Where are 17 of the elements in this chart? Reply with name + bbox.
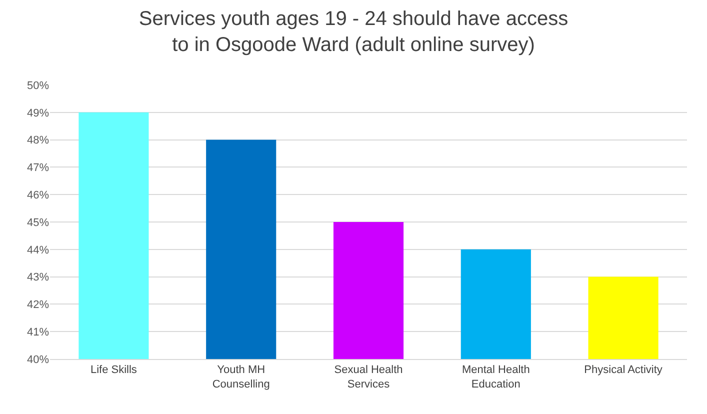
y-tick-label: 43% — [26, 272, 50, 284]
y-tick-label: 50% — [26, 80, 50, 92]
x-tick-label: Life Skills — [90, 364, 138, 376]
y-tick-label: 42% — [26, 299, 50, 312]
y-tick-label: 48% — [26, 134, 50, 147]
y-tick-label: 45% — [26, 216, 50, 229]
y-tick-label: 49% — [26, 107, 50, 120]
y-tick-label: 40% — [26, 354, 50, 366]
x-tick-label: Mental Health Education — [462, 364, 530, 390]
y-tick-label: 44% — [26, 244, 50, 256]
x-tick-label: Youth MH Counselling — [212, 364, 270, 390]
y-tick-label: 41% — [26, 326, 50, 338]
x-tick-label: Sexual Health Services — [334, 364, 403, 390]
chart-title: Services youth ages 19 - 24 should have access to in Osgoode Ward (adult online survey) — [138, 8, 568, 56]
x-tick-label: Physical Activity — [584, 364, 663, 376]
y-tick-label: 46% — [26, 189, 50, 202]
y-tick-label: 47% — [26, 162, 50, 174]
